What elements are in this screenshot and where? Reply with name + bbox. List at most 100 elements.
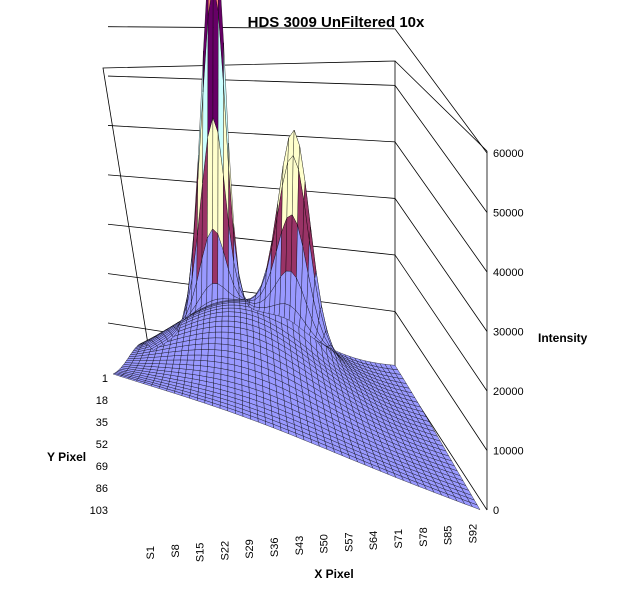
z-tick-label: 60000 [493, 148, 524, 160]
surface-cell [186, 359, 195, 366]
surface-cell [234, 321, 241, 329]
surface-cell [201, 337, 209, 345]
surface-cell [193, 364, 201, 371]
x-tick-label: S64 [368, 531, 380, 551]
surface-cell [208, 326, 216, 333]
x-tick-label: S1 [145, 546, 157, 559]
surface-cell [228, 326, 235, 334]
z-axis-title: Intensity [538, 331, 588, 345]
surface-cell [208, 343, 216, 350]
surface-cell [239, 300, 246, 302]
surface-cell [187, 349, 196, 356]
surface-cell [208, 337, 216, 344]
surface-cell [152, 360, 161, 364]
surface-cell [194, 349, 202, 356]
surface-cell [202, 332, 210, 339]
x-tick-label: S22 [219, 541, 231, 561]
surface-cell [228, 320, 235, 328]
surface-cell [158, 363, 167, 368]
z-tick-label: 10000 [493, 446, 524, 458]
surface-cell [221, 350, 229, 358]
x-tick-label: S85 [443, 526, 455, 546]
z-tick-label: 40000 [493, 267, 524, 279]
surface-cell [186, 364, 194, 371]
surface-cell [165, 363, 174, 369]
y-tick-label: 52 [96, 439, 108, 451]
surface-cell [222, 311, 229, 317]
x-tick-label: S15 [195, 543, 207, 563]
surface-cell [173, 355, 182, 361]
surface-cell [263, 306, 270, 314]
surface-cell [193, 359, 202, 366]
y-tick-label: 86 [96, 483, 108, 495]
surface-cell [221, 343, 229, 352]
axis-ticks: 0 10000 20000 30000 40000 50000 60000 1 18 35 52 69… [90, 148, 524, 562]
surface-cell [227, 338, 235, 346]
z-tick-label: 50000 [493, 208, 524, 220]
z-tick-label: 20000 [493, 386, 524, 398]
grid-line-z-60000 [107, 26, 488, 154]
surface-cell [200, 360, 208, 367]
y-tick-label: 69 [96, 461, 108, 473]
surface-cell [159, 359, 168, 365]
surface-cell [188, 344, 196, 351]
x-tick-label: S57 [343, 532, 355, 552]
surface-cell [234, 304, 241, 309]
surface-cell [208, 331, 216, 339]
surface-cell [179, 364, 187, 370]
surface-cell [207, 0, 211, 16]
surface-cell [228, 311, 235, 317]
surface-cell [138, 360, 147, 364]
y-tick-label: 1 [102, 373, 108, 385]
surface-cell [145, 360, 154, 364]
surface-cell [228, 302, 235, 306]
surface-cell [389, 364, 399, 371]
surface-cell [187, 354, 195, 361]
surface-cell [194, 343, 203, 350]
surface-cell [137, 363, 146, 367]
surface-cell [221, 356, 229, 364]
z-tick-label: 30000 [493, 327, 524, 339]
surface-cell [234, 316, 241, 323]
surface-cell [268, 305, 275, 315]
surface-cell [214, 343, 222, 351]
surface-cell [228, 307, 235, 313]
surface-cell [200, 354, 209, 362]
surface-cell [221, 315, 229, 322]
surface-cell [221, 326, 229, 333]
surface-cell [172, 359, 181, 365]
chart-title: HDS 3009 UnFiltered 10x [248, 14, 425, 31]
surface-cell [234, 311, 241, 318]
surface-cell [234, 307, 241, 313]
surface-cell [234, 326, 241, 335]
surface-cell [215, 316, 223, 322]
surface-cell [212, 117, 219, 235]
x-tick-label: S43 [294, 536, 306, 556]
surface-cell [221, 320, 229, 327]
surface-cell [212, 228, 219, 284]
x-tick-label: S92 [467, 524, 479, 544]
surface-cell [228, 304, 235, 309]
surface-cell [199, 365, 208, 372]
surface-cell [166, 355, 175, 361]
surface-cell [221, 331, 229, 339]
y-tick-label: 35 [96, 417, 108, 429]
surface-cell [214, 337, 222, 345]
surface-cell [180, 354, 189, 361]
surface-cell [215, 331, 222, 339]
x-tick-label: S8 [170, 544, 182, 557]
surface-cell [207, 349, 216, 356]
surface-cell [165, 359, 175, 365]
surface-cell [193, 354, 202, 361]
surface-cell [201, 343, 209, 350]
surface-cell [171, 367, 180, 373]
surface-cell [227, 332, 235, 340]
y-tick-label: 103 [90, 505, 108, 517]
surface-cell [207, 360, 215, 368]
surface-cell [212, 0, 219, 133]
surface-cell [151, 363, 160, 368]
surface-cell [180, 350, 189, 356]
surface-plot [112, 0, 481, 511]
z-tick-label: 0 [493, 505, 499, 517]
